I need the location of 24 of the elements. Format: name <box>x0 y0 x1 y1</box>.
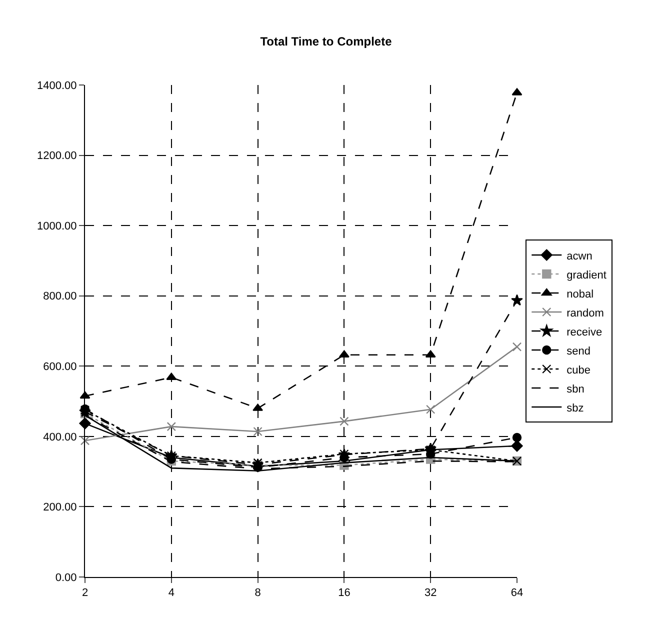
legend-label: sbn <box>566 383 584 396</box>
legend-label: cube <box>566 364 590 376</box>
y-tick-label: 1200.00 <box>37 150 77 162</box>
x-tick-label: 16 <box>338 587 350 600</box>
x-tick-label: 64 <box>510 587 524 600</box>
y-tick-label: 200.00 <box>43 502 77 514</box>
legend-label: send <box>566 345 590 358</box>
x-tick-label: 4 <box>168 587 174 600</box>
x-tick-label: 32 <box>424 587 437 600</box>
y-tick-label: 1400.00 <box>37 80 77 92</box>
legend-label: nobal <box>566 288 594 300</box>
legend-label: receive <box>566 326 602 338</box>
legend-label: gradient <box>566 269 606 282</box>
y-tick-label: 800.00 <box>43 290 77 303</box>
y-tick-label: 400.00 <box>43 431 77 444</box>
chart-title: Total Time to Complete <box>260 34 392 48</box>
legend-label: acwn <box>566 250 592 262</box>
y-tick-label: 1000.00 <box>37 220 77 232</box>
x-tick-label: 8 <box>254 587 261 600</box>
legend-label: sbz <box>566 402 584 414</box>
x-tick-label: 2 <box>82 587 88 600</box>
legend-label: random <box>566 307 604 320</box>
y-tick-label: 600.00 <box>43 360 77 373</box>
y-tick-label: 0.00 <box>55 572 77 584</box>
